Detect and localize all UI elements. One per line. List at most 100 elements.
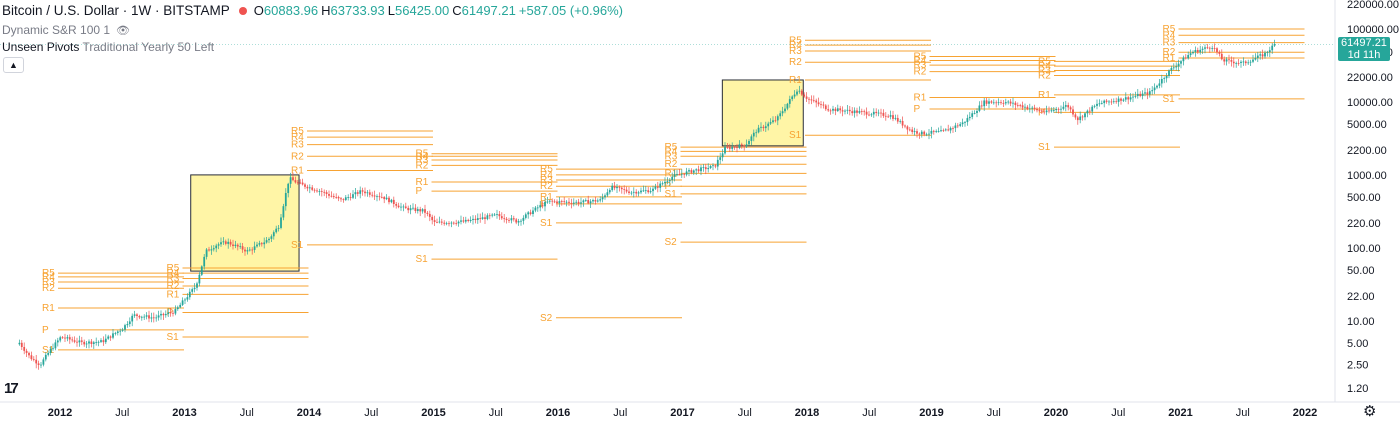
x-tick-label: 2017 (670, 407, 694, 419)
candle-body (827, 109, 830, 111)
candle-body (1180, 61, 1182, 64)
symbol-title[interactable]: Bitcoin / U.S. Dollar · 1W · BITSTAMP (2, 3, 230, 18)
candle-body (752, 132, 755, 137)
pivot-label-r3: R3 (1163, 38, 1176, 49)
y-tick-label: 220000.00 (1347, 0, 1399, 11)
candle-body (731, 146, 734, 149)
candle-body (812, 100, 815, 102)
candle-body (848, 109, 851, 112)
chevron-up-icon[interactable]: ▲ (3, 57, 24, 73)
candle-body (860, 111, 863, 112)
pivot-label-r5: R5 (42, 268, 55, 279)
candle-body (1201, 48, 1204, 50)
ohlc-values: O60883.96 H63733.93 L56425.00 C61497.21 (254, 3, 519, 18)
pivot-label-r3: R3 (42, 277, 55, 288)
pivot-label-r3: R3 (167, 274, 180, 285)
candle-body (253, 246, 256, 250)
candle-body (304, 184, 306, 187)
candle-body (942, 130, 945, 132)
bar-countdown: 1d 11h (1347, 49, 1381, 61)
candle-body (839, 108, 842, 111)
candle-body (229, 241, 232, 245)
candle-body (937, 131, 940, 132)
y-tick-label: 22000.00 (1347, 72, 1393, 84)
candle-body (906, 126, 909, 130)
pivot-label-r5: R5 (291, 126, 304, 137)
candle-body (1100, 103, 1103, 104)
candle-body (512, 218, 515, 220)
candle-body (205, 249, 208, 257)
pivot-label-r4: R4 (914, 55, 927, 66)
candle-body (872, 111, 875, 115)
candle-body (1093, 105, 1096, 107)
candle-body (1148, 91, 1151, 95)
candle-body (150, 317, 153, 319)
candle-body (841, 110, 844, 112)
candle-body (66, 337, 69, 339)
candle-body (426, 212, 429, 214)
candle-body (457, 221, 460, 224)
candle-body (404, 206, 407, 208)
candle-body (157, 315, 160, 318)
candle-body (1007, 101, 1010, 103)
indicator-row-dynamic-sr[interactable]: Dynamic S&R 100 1 👁︎ (2, 22, 130, 38)
pivot-label-r2: R2 (1038, 71, 1051, 82)
candle-body (1098, 103, 1101, 105)
candle-body (359, 190, 362, 194)
candle-body (416, 209, 419, 212)
candle-body (1187, 55, 1190, 59)
pivot-label-s1: S1 (42, 345, 55, 356)
candle-body (884, 115, 887, 117)
candle-body (354, 192, 357, 195)
x-tick-label: 2021 (1168, 407, 1192, 419)
candle-body (241, 246, 244, 250)
gear-icon[interactable]: ⚙ (1363, 403, 1377, 420)
candle-body (503, 218, 506, 220)
pivot-label-r4: R4 (416, 151, 429, 162)
candle-body (1259, 54, 1262, 56)
pivot-label-r5: R5 (914, 51, 927, 62)
candle-body (73, 340, 76, 342)
eye-crossed-icon[interactable]: 👁︎ (116, 25, 131, 37)
candle-body (1081, 116, 1084, 118)
candle-body (186, 297, 189, 300)
candle-body (635, 191, 638, 194)
indicator-dynamic-sr-label[interactable]: Dynamic S&R 100 1 (2, 23, 111, 37)
candle-body (1012, 102, 1014, 104)
candle-body (541, 205, 544, 207)
candle-body (988, 101, 990, 104)
candle-body (1261, 54, 1264, 57)
candle-body (774, 120, 777, 122)
indicator-row-unseen-pivots[interactable]: Unseen Pivots Traditional Yearly 50 Left (2, 39, 214, 55)
candle-body (976, 110, 978, 114)
candle-body (532, 210, 534, 215)
pivot-label-r5: R5 (540, 164, 553, 175)
candle-body (258, 243, 261, 245)
candle-body (568, 201, 570, 203)
candle-body (212, 248, 215, 250)
candle-body (1057, 108, 1060, 110)
tradingview-logo-icon[interactable]: 17 (4, 380, 19, 397)
candle-body (748, 140, 750, 145)
candle-body (654, 186, 657, 189)
candle-body (990, 101, 993, 103)
candle-body (846, 109, 849, 111)
y-tick-label: 100.00 (1347, 243, 1381, 255)
candle-body (90, 341, 93, 344)
candle-body (690, 170, 693, 173)
indicator-unseen-pivots-label: Unseen Pivots Traditional Yearly 50 Left (2, 40, 215, 54)
candle-body (983, 100, 986, 107)
candle-body (92, 342, 95, 344)
candle-body (704, 167, 707, 170)
candle-body (1067, 105, 1070, 108)
candle-body (928, 133, 930, 135)
highlight-box[interactable] (721, 79, 804, 147)
candle-body (1105, 100, 1108, 102)
candle-body (904, 125, 906, 127)
candle-body (760, 126, 762, 128)
x-tick-label: Jul (1236, 407, 1250, 419)
candle-body (611, 185, 614, 191)
candle-body (443, 222, 446, 224)
candle-body (208, 249, 210, 251)
